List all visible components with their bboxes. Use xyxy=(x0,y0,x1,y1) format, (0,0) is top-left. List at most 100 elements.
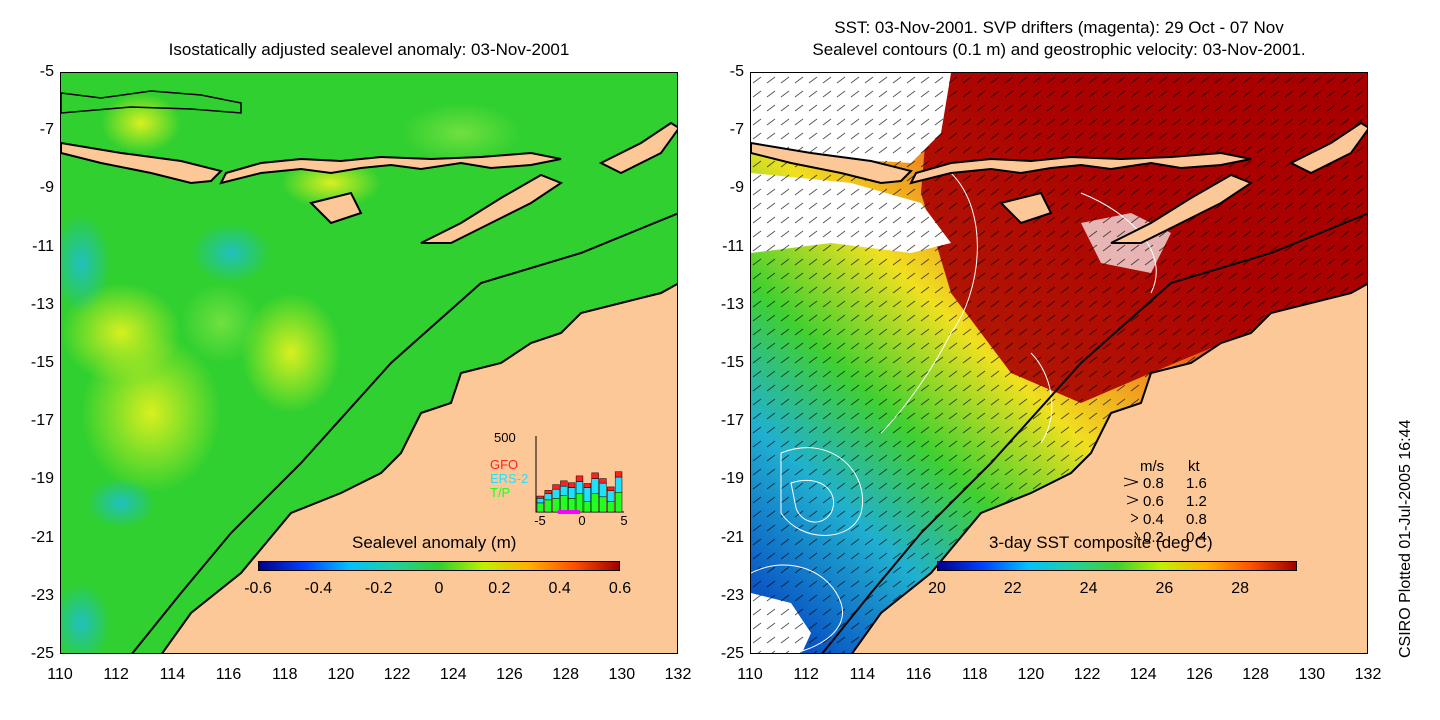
y-tick-label: -7 xyxy=(39,121,54,139)
inset-legend: GFO ERS-2 T/P xyxy=(490,458,528,500)
x-tick-label: 110 xyxy=(737,666,763,683)
inset-legend-entry: ERS-2 xyxy=(490,471,529,486)
gfo-bar-segment xyxy=(568,482,576,488)
inset-x-tick-label: -5 xyxy=(534,513,546,528)
velocity-key-arrow xyxy=(1135,531,1138,541)
y-tick-label: -25 xyxy=(30,645,54,662)
inset-x-tick-label: 0 xyxy=(578,513,586,528)
tp-bar-segment xyxy=(614,491,623,513)
tp-bar-segment xyxy=(591,493,599,513)
velocity-key-arrow xyxy=(1127,495,1138,505)
y-tick-label: -17 xyxy=(720,412,744,430)
credit-text: CSIRO Plotted 01-Jul-2005 16:44 xyxy=(1397,419,1414,658)
colorbar-tick-label: 24 xyxy=(1079,580,1098,597)
ers-bar-segment xyxy=(599,482,607,498)
tp-bar-segment xyxy=(599,496,607,513)
tp-bar-segment xyxy=(575,493,584,513)
velocity-key-arrow xyxy=(1131,513,1138,523)
y-tick-label: -21 xyxy=(30,528,54,546)
x-tick-label: 114 xyxy=(159,666,186,683)
tp-bar-segment xyxy=(583,501,591,513)
tp-bar-segment xyxy=(544,499,552,513)
drifter-period-marker xyxy=(558,510,580,514)
x-tick-label: 130 xyxy=(608,666,636,683)
x-tick-label: 120 xyxy=(1017,666,1045,683)
colorbar-tick-label: 22 xyxy=(1003,580,1022,597)
x-tick-label: 116 xyxy=(905,666,932,683)
y-tick-label: -9 xyxy=(729,179,744,197)
inset-ymax-label: 500 xyxy=(494,430,516,445)
y-tick-label: -17 xyxy=(30,412,54,430)
sst-colorbar-label: 3-day SST composite (deg C) xyxy=(989,533,1213,552)
colorbar-tick-label: -0.4 xyxy=(304,580,333,597)
colorbar-tick-label: -0.2 xyxy=(364,580,393,597)
x-tick-label: 110 xyxy=(47,666,73,683)
velocity-key-kt: 1.2 xyxy=(1186,493,1207,510)
x-tick-label: 122 xyxy=(1073,666,1101,683)
colorbar-tick-label: 0 xyxy=(434,580,444,597)
ers-bar-segment xyxy=(583,487,591,502)
y-tick-label: -7 xyxy=(729,121,744,139)
ers-bar-segment xyxy=(591,478,599,495)
inset-legend-entry: T/P xyxy=(490,485,511,500)
velocity-key-ms: 0.2 xyxy=(1143,529,1164,546)
x-tick-label: 118 xyxy=(961,666,988,683)
colorbar-tick-label: 0.4 xyxy=(548,580,571,597)
sst-map xyxy=(750,72,1368,654)
y-tick-label: -9 xyxy=(39,179,54,197)
y-tick-label: -15 xyxy=(720,354,744,371)
right-panel-title-line2: Sealevel contours (0.1 m) and geostrophi… xyxy=(812,40,1306,59)
velocity-key-ms: 0.4 xyxy=(1143,511,1164,528)
ers-bar-segment xyxy=(560,485,568,496)
x-tick-label: 128 xyxy=(1242,666,1269,683)
y-tick-label: -15 xyxy=(30,354,54,371)
velocity-key-kt: 1.6 xyxy=(1186,475,1207,492)
y-tick-label: -19 xyxy=(30,470,54,488)
x-tick-label: 132 xyxy=(1354,666,1382,683)
tp-bar-segment xyxy=(552,498,560,513)
x-tick-label: 116 xyxy=(215,666,242,683)
ers-bar-segment xyxy=(536,498,545,504)
x-tick-label: 130 xyxy=(1298,666,1326,683)
right-panel-title-line1: SST: 03-Nov-2001. SVP drifters (magenta)… xyxy=(834,18,1284,37)
inset-legend-entry: GFO xyxy=(490,457,519,472)
sst-colorbar xyxy=(937,561,1297,571)
y-tick-label: -11 xyxy=(32,237,54,255)
velocity-key-kt: 0.4 xyxy=(1186,529,1207,546)
gfo-bar-segment xyxy=(599,478,607,484)
gfo-bar-segment xyxy=(575,475,584,482)
gfo-bar-segment xyxy=(552,484,560,490)
x-tick-label: 124 xyxy=(1129,666,1157,683)
tp-bar-segment xyxy=(536,502,545,513)
velocity-key-ms: 0.8 xyxy=(1143,475,1164,492)
velocity-key-arrow xyxy=(1124,477,1138,487)
y-tick-label: -13 xyxy=(30,295,54,313)
velocity-key-header-ms: m/s xyxy=(1140,458,1165,475)
velocity-key-ms: 0.6 xyxy=(1143,493,1164,510)
y-tick-label: -23 xyxy=(720,586,744,604)
x-tick-label: 132 xyxy=(664,666,692,683)
x-tick-label: 128 xyxy=(552,666,579,683)
velocity-key-header-kt: kt xyxy=(1188,458,1200,475)
sla-colorbar-label: Sealevel anomaly (m) xyxy=(352,533,517,552)
y-tick-label: -25 xyxy=(720,645,744,662)
x-tick-label: 112 xyxy=(103,666,129,683)
gfo-bar-segment xyxy=(614,471,623,478)
y-tick-label: -13 xyxy=(720,295,744,313)
ers-bar-segment xyxy=(575,481,584,495)
inset-histogram xyxy=(534,436,626,516)
y-tick-label: -19 xyxy=(720,470,744,488)
ers-bar-segment xyxy=(614,476,623,493)
colorbar-tick-label: 20 xyxy=(928,580,946,597)
gfo-bar-segment xyxy=(607,486,615,491)
sealevel-anomaly-map xyxy=(60,72,678,654)
colorbar-tick-label: 26 xyxy=(1155,580,1174,597)
inset-x-tick-label: 5 xyxy=(620,513,628,528)
x-tick-label: 114 xyxy=(849,666,876,683)
colorbar-tick-label: 0.6 xyxy=(608,580,632,597)
colorbar-tick-label: 0.2 xyxy=(488,580,511,597)
x-tick-label: 120 xyxy=(327,666,355,683)
gfo-bar-segment xyxy=(560,480,568,487)
x-tick-label: 112 xyxy=(793,666,819,683)
y-tick-label: -23 xyxy=(30,586,54,604)
